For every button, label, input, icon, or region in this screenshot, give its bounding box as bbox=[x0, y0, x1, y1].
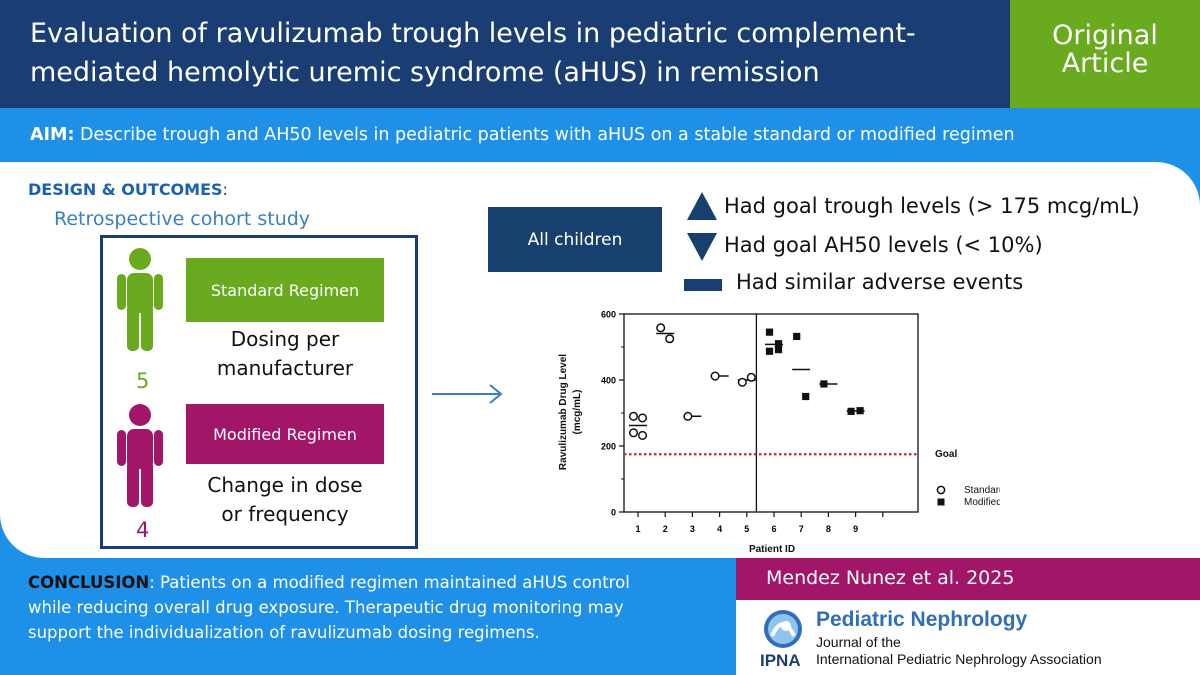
standard-data-point bbox=[746, 372, 756, 382]
chart-legend-standard: Standard bbox=[964, 485, 1000, 496]
x-tick-label: 4 bbox=[717, 524, 722, 534]
standard-regimen-label: Standard Regimen bbox=[186, 258, 384, 322]
standard-desc-line-1: Dosing per bbox=[230, 327, 340, 351]
triangle-up-icon bbox=[687, 192, 717, 220]
standard-data-point bbox=[683, 411, 693, 421]
x-tick-label: 6 bbox=[771, 524, 776, 534]
conclusion-line-1: Patients on a modified regimen maintaine… bbox=[154, 573, 630, 592]
modified-data-point bbox=[820, 380, 828, 388]
modified-data-point bbox=[847, 407, 855, 415]
y-tick-label: 0 bbox=[611, 508, 616, 518]
author-bar bbox=[736, 558, 1200, 600]
chart-ylabel-line-2: (mcg/mL) bbox=[572, 390, 583, 435]
conclusion-line-2: while reducing overall drug exposure. Th… bbox=[28, 598, 624, 617]
arrow-right-icon bbox=[432, 384, 503, 404]
article-type-badge: Original Article bbox=[1010, 0, 1200, 108]
conclusion-colon: : bbox=[149, 573, 155, 592]
title-line-2: mediated hemolytic uremic syndrome (aHUS… bbox=[30, 57, 820, 88]
person-magenta-icon bbox=[117, 404, 163, 507]
x-tick-label: 2 bbox=[663, 524, 668, 534]
standard-data-point bbox=[628, 428, 639, 438]
badge-line-1: Original bbox=[1052, 20, 1158, 51]
modified-data-point bbox=[765, 328, 774, 336]
design-heading-colon: : bbox=[222, 180, 228, 199]
legend-goal-ah50: Had goal AH50 levels (< 10%) bbox=[724, 233, 1043, 257]
standard-regimen-description: Dosing per manufacturer bbox=[186, 325, 384, 383]
conclusion: CONCLUSION: Patients on a modified regim… bbox=[28, 570, 718, 645]
y-tick-label: 400 bbox=[601, 376, 616, 386]
legend-standard-marker bbox=[936, 485, 946, 495]
ipna-logo-icon bbox=[764, 610, 802, 648]
journal-box bbox=[736, 600, 1200, 675]
aim-label: AIM: bbox=[30, 125, 75, 145]
modified-desc-line-1: Change in dose bbox=[207, 473, 363, 497]
modified-regimen-label: Modified Regimen bbox=[186, 404, 384, 464]
modified-data-point bbox=[765, 347, 774, 355]
legend-goal-trough: Had goal trough levels (> 175 mcg/mL) bbox=[724, 194, 1140, 218]
drug-level-chart: Ravulizumab Drug Level (mcg/mL) Patient … bbox=[558, 310, 1000, 556]
journal-subtitle-line-1: Journal of the bbox=[816, 634, 901, 650]
x-tick-label: 1 bbox=[635, 524, 640, 534]
modified-desc-line-2: or frequency bbox=[221, 502, 349, 526]
standard-desc-line-2: manufacturer bbox=[216, 356, 354, 380]
modified-data-point bbox=[774, 340, 783, 348]
aim-strip bbox=[0, 108, 1200, 162]
conclusion-label: CONCLUSION bbox=[28, 573, 150, 592]
article-type-text: Original Article bbox=[1010, 22, 1200, 78]
ipna-logo-text: IPNA bbox=[760, 651, 801, 670]
legend-adverse-events: Had similar adverse events bbox=[736, 270, 1024, 294]
x-tick-label: 7 bbox=[799, 524, 804, 534]
modified-data-point bbox=[802, 392, 810, 401]
x-tick-label: 3 bbox=[690, 524, 695, 534]
modified-data-point bbox=[774, 346, 783, 354]
modified-data-point bbox=[856, 407, 864, 415]
standard-data-point bbox=[665, 334, 675, 344]
standard-data-point bbox=[637, 413, 648, 423]
chart-xlabel: Patient ID bbox=[749, 544, 795, 555]
title-line-1: Evaluation of ravulizumab trough levels … bbox=[30, 18, 916, 49]
design-heading-label: DESIGN & OUTCOMES bbox=[28, 180, 223, 199]
chart-legend-modified: Modified bbox=[964, 497, 1000, 508]
journal-name: Pediatric Nephrology bbox=[816, 608, 1028, 631]
person-green-icon bbox=[117, 248, 163, 351]
study-type: Retrospective cohort study bbox=[54, 208, 311, 230]
design-heading: DESIGN & OUTCOMES: bbox=[28, 180, 228, 199]
aim-statement: AIM: Describe trough and AH50 levels in … bbox=[30, 125, 1015, 145]
triangle-down-icon bbox=[687, 233, 717, 261]
page-title: Evaluation of ravulizumab trough levels … bbox=[30, 14, 990, 92]
x-tick-label: 9 bbox=[853, 524, 858, 534]
aim-body: Describe trough and AH50 levels in pedia… bbox=[80, 125, 1015, 145]
journal-subtitle-line-2: International Pediatric Nephrology Assoc… bbox=[816, 651, 1102, 667]
standard-count: 5 bbox=[136, 369, 150, 393]
header-bar bbox=[0, 0, 1010, 108]
standard-data-point bbox=[737, 377, 747, 387]
all-children-box: All children bbox=[488, 207, 662, 272]
standard-data-point bbox=[656, 323, 666, 333]
modified-regimen-description: Change in dose or frequency bbox=[186, 471, 384, 529]
x-tick-label: 5 bbox=[744, 524, 749, 534]
badge-line-2: Article bbox=[1061, 48, 1149, 79]
chart-goal-label: Goal bbox=[935, 449, 957, 460]
standard-data-point bbox=[628, 411, 639, 421]
chart-ylabel-line-1: Ravulizumab Drug Level bbox=[558, 354, 569, 470]
y-tick-label: 200 bbox=[601, 442, 616, 452]
conclusion-line-3: support the individualization of ravuliz… bbox=[28, 623, 540, 642]
standard-data-point bbox=[637, 430, 648, 440]
y-tick-label: 600 bbox=[601, 310, 616, 320]
citation-authors: Mendez Nunez et al. 2025 bbox=[766, 567, 1015, 589]
modified-data-point bbox=[793, 332, 801, 341]
modified-count: 4 bbox=[136, 518, 150, 542]
legend-modified-marker bbox=[937, 498, 945, 506]
x-tick-label: 8 bbox=[826, 524, 831, 534]
dash-icon bbox=[684, 279, 722, 291]
standard-data-point bbox=[710, 371, 720, 381]
